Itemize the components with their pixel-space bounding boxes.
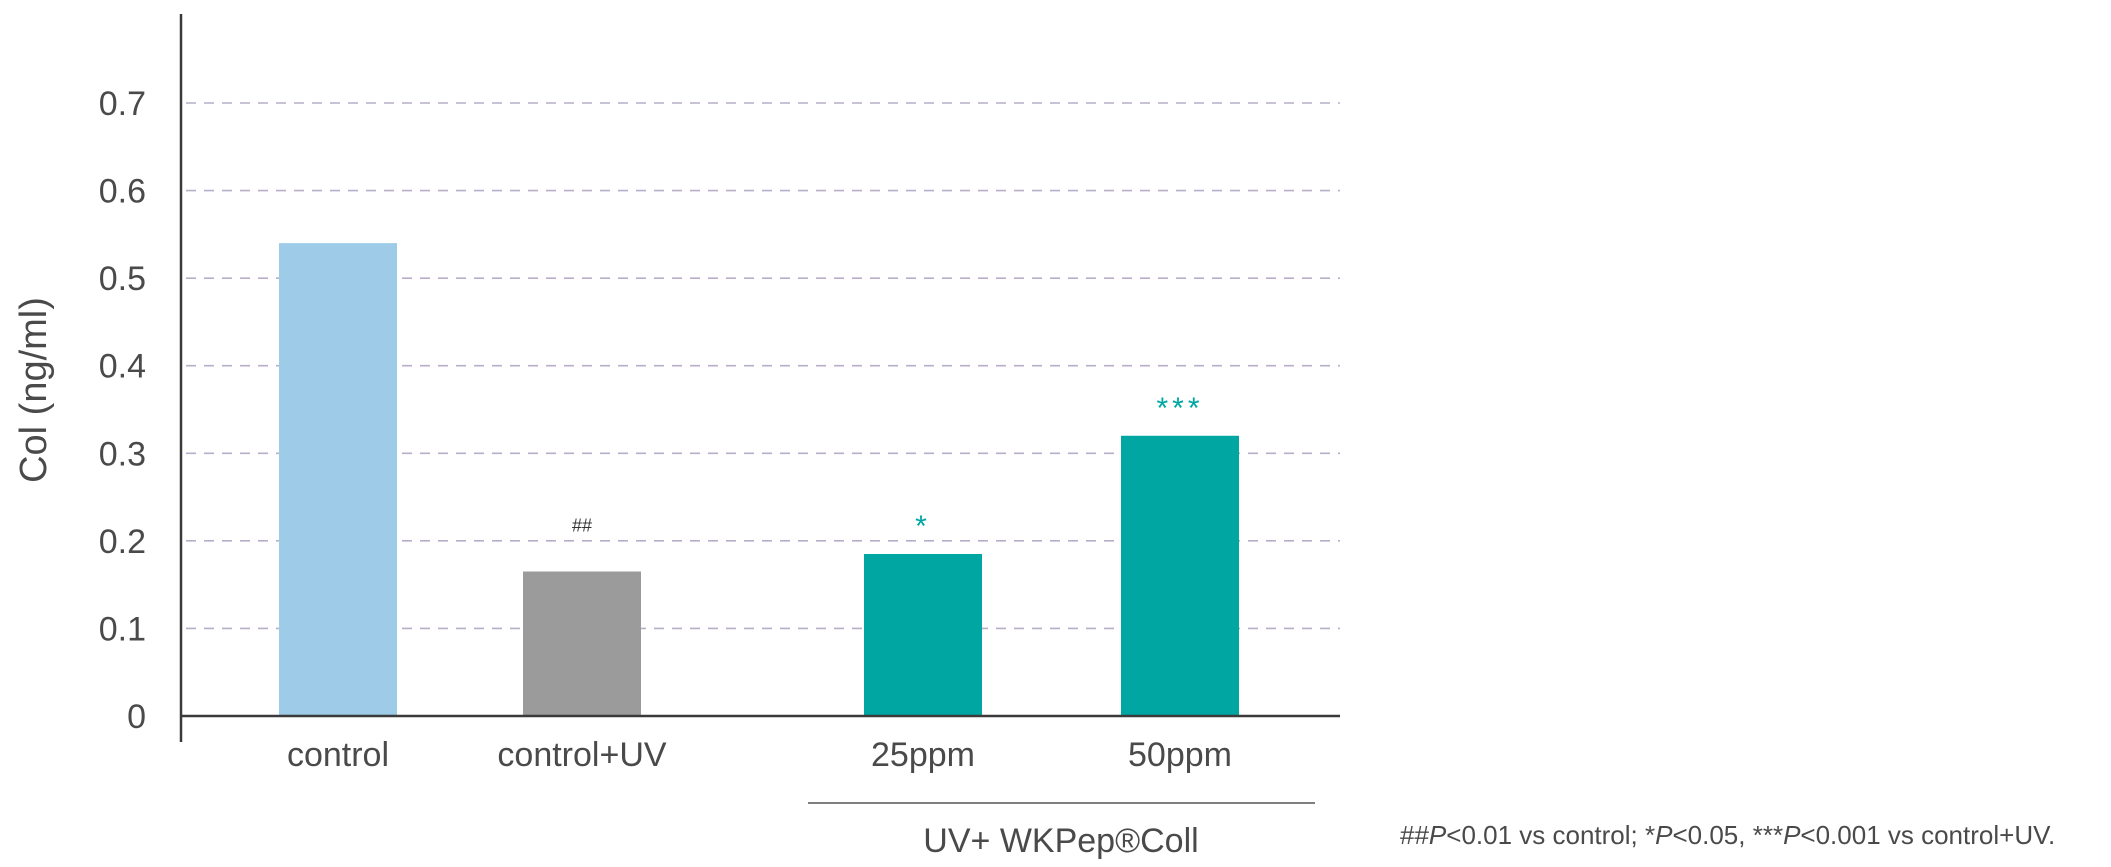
significance-mark: ## [572,516,592,536]
footnote-marks-2: * [1645,820,1656,850]
x-tick-labels: control control+UV 25ppm 50ppm [287,736,1232,774]
axes [179,14,1340,804]
y-tick-label: 0.4 [99,348,146,386]
footnote-marks-3: *** [1752,820,1784,850]
y-tick-label: 0.6 [99,173,146,211]
y-tick-label: 0.7 [99,85,146,123]
bars [279,243,1239,716]
significance-marks: ## **** [572,392,1203,543]
footnote-marks-1: ## [1400,820,1429,850]
footnote-p-symbol-2: P [1655,820,1673,850]
significance-mark: * [915,510,931,543]
bar [1121,435,1239,716]
y-tick-label: 0.5 [99,260,146,298]
y-tick-label: 0 [127,698,146,736]
x-tick-label: 25ppm [871,736,975,774]
x-tick-label: 50ppm [1128,736,1232,774]
footnote-text-2: <0.05, [1672,820,1753,850]
footnote-text-1: <0.01 vs control; [1446,820,1645,850]
bar [279,243,397,716]
footnote-p-symbol-3: P [1783,820,1801,850]
footnote-text-3: <0.001 vs control+UV. [1800,820,2056,850]
x-tick-label: control+UV [497,736,666,774]
footnote: ##P<0.01 vs control; *P<0.05, ***P<0.001… [1400,820,2055,851]
y-tick-label: 0.3 [99,435,146,473]
significance-mark: *** [1156,392,1203,425]
bar [864,553,982,716]
y-tick-labels: 0 0.1 0.2 0.3 0.4 0.5 0.6 0.7 [99,85,146,736]
group-label: UV+ WKPep®Coll [923,822,1198,860]
bar [523,571,641,716]
footnote-p-symbol-1: P [1428,820,1447,850]
x-tick-label: control [287,736,389,774]
y-tick-label: 0.2 [99,523,146,561]
y-tick-label: 0.1 [99,610,146,648]
y-axis-title: Col (ng/ml) [13,297,55,483]
